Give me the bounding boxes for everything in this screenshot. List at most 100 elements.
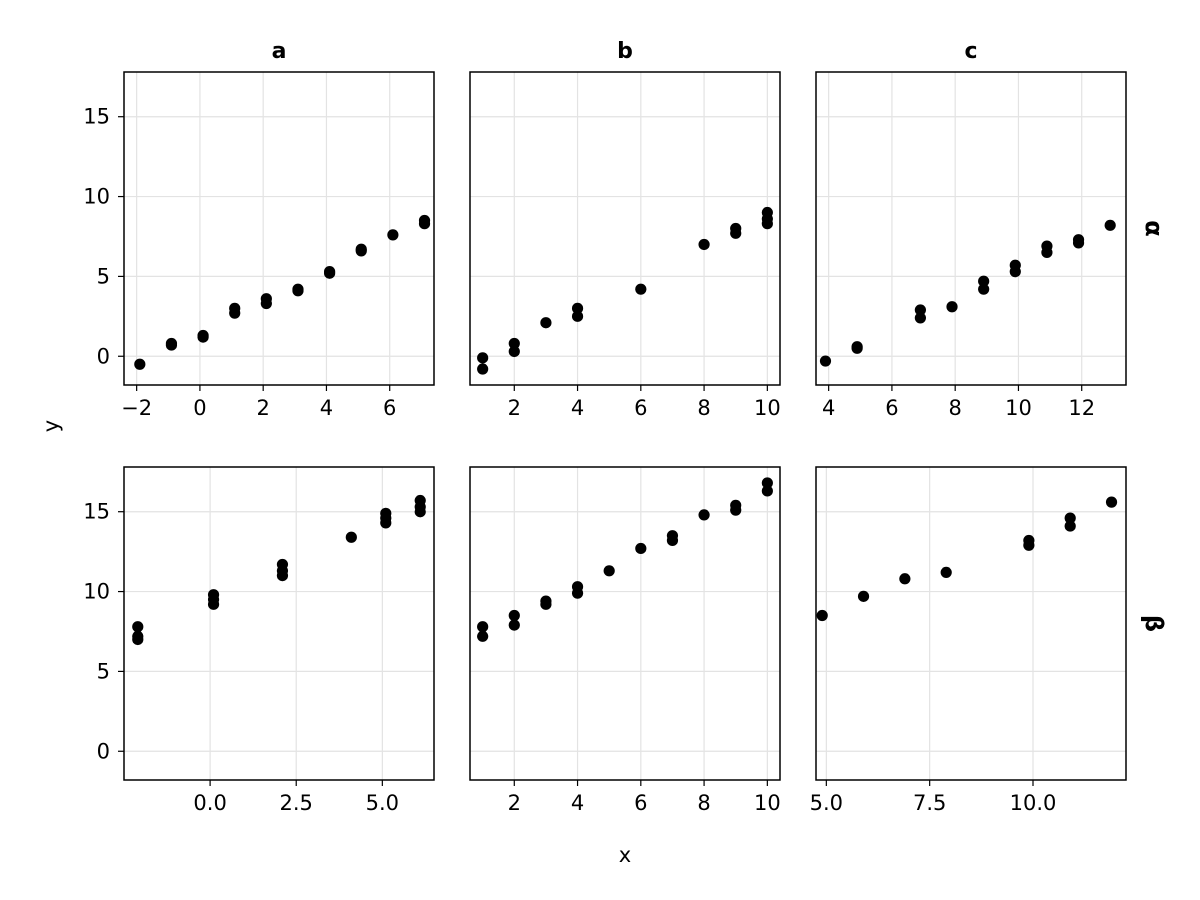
x-tick-label: 10 bbox=[754, 791, 781, 815]
y-tick-label: 15 bbox=[83, 105, 110, 129]
data-point bbox=[477, 352, 489, 364]
data-point bbox=[603, 565, 615, 577]
x-tick-label: 7.5 bbox=[913, 791, 946, 815]
data-point bbox=[761, 477, 773, 489]
data-point bbox=[165, 337, 178, 350]
x-tick-label: −2 bbox=[121, 396, 152, 420]
data-point bbox=[666, 530, 679, 542]
data-point bbox=[914, 312, 926, 324]
data-point bbox=[1105, 496, 1118, 508]
panel-frame bbox=[123, 71, 435, 386]
x-tick-label: 6 bbox=[634, 396, 647, 420]
data-point bbox=[1041, 240, 1053, 252]
data-point bbox=[508, 619, 520, 631]
data-point bbox=[1064, 512, 1076, 524]
data-point bbox=[380, 507, 392, 519]
data-point bbox=[387, 229, 399, 241]
panel-frame bbox=[815, 466, 1127, 781]
panel-b-beta: 2 4 6 8 10 bbox=[469, 466, 781, 815]
column-title-c: c bbox=[964, 39, 977, 64]
x-tick-label: 5.0 bbox=[366, 791, 399, 815]
x-tick-label: 10 bbox=[754, 396, 781, 420]
data-point bbox=[324, 266, 336, 278]
x-tick-label: 6 bbox=[885, 396, 898, 420]
x-tick-label: 2 bbox=[256, 396, 269, 420]
data-point bbox=[1009, 259, 1021, 271]
data-point bbox=[571, 310, 584, 322]
x-tick-label: 6 bbox=[383, 396, 396, 420]
data-point bbox=[414, 494, 426, 507]
data-point bbox=[134, 358, 146, 370]
data-point bbox=[940, 566, 952, 578]
y-tick-label: 5 bbox=[97, 659, 110, 683]
x-tick-label: 0.0 bbox=[193, 791, 226, 815]
data-point bbox=[345, 531, 357, 543]
panel-frame bbox=[469, 71, 781, 386]
column-title-b: b bbox=[617, 39, 633, 64]
y-axis-label: y bbox=[39, 420, 63, 432]
data-point bbox=[477, 363, 489, 375]
data-point bbox=[730, 499, 742, 511]
data-point bbox=[508, 345, 520, 358]
x-tick-label: 10 bbox=[1005, 396, 1032, 420]
x-tick-label: 8 bbox=[697, 791, 710, 815]
x-tick-label: 4 bbox=[822, 396, 835, 420]
panel-c-beta: 5.0 7.5 10.0 bbox=[810, 466, 1127, 815]
data-point bbox=[477, 630, 489, 642]
x-tick-label: 4 bbox=[571, 396, 584, 420]
data-point bbox=[635, 542, 647, 555]
data-point bbox=[851, 341, 863, 353]
data-point bbox=[761, 485, 773, 497]
panel-c-alpha: 4 6 8 10 12 bbox=[815, 71, 1127, 420]
y-tick-label: 10 bbox=[83, 580, 110, 604]
row-label-alpha: α bbox=[1140, 220, 1168, 237]
panel-a-beta: 0.0 2.5 5.0 0 5 10 15 bbox=[83, 466, 435, 815]
data-point bbox=[132, 621, 144, 633]
x-tick-label: 4 bbox=[571, 791, 584, 815]
data-point bbox=[698, 509, 710, 521]
data-point bbox=[508, 609, 520, 622]
data-point bbox=[229, 302, 241, 314]
data-point bbox=[418, 214, 431, 227]
data-point bbox=[508, 337, 520, 350]
data-point bbox=[477, 621, 489, 633]
x-tick-label: 8 bbox=[697, 396, 710, 420]
x-tick-label: 4 bbox=[320, 396, 333, 420]
row-label-beta: β bbox=[1140, 615, 1168, 632]
panel-frame bbox=[469, 466, 781, 781]
y-tick-label: 15 bbox=[83, 500, 110, 524]
data-point bbox=[571, 302, 584, 314]
x-tick-label: 12 bbox=[1068, 396, 1095, 420]
data-point bbox=[730, 222, 742, 235]
data-point bbox=[946, 301, 958, 313]
data-point bbox=[698, 238, 710, 251]
data-point bbox=[819, 355, 832, 367]
x-tick-label: 2 bbox=[508, 396, 521, 420]
y-tick-label: 0 bbox=[97, 344, 110, 368]
x-tick-label: 10.0 bbox=[1010, 791, 1057, 815]
data-point bbox=[540, 317, 552, 329]
y-tick-label: 5 bbox=[97, 264, 110, 288]
panel-b-alpha: 2 4 6 8 10 bbox=[469, 71, 781, 420]
data-point bbox=[260, 293, 272, 305]
data-point bbox=[540, 595, 552, 607]
column-title-a: a bbox=[272, 39, 287, 64]
data-point bbox=[857, 590, 870, 602]
labels-layer: x y bbox=[39, 420, 631, 867]
x-tick-label: 0 bbox=[193, 396, 206, 420]
y-tick-label: 10 bbox=[83, 185, 110, 209]
data-point bbox=[207, 589, 220, 601]
data-point bbox=[1064, 520, 1076, 532]
panel-a-alpha: −2 0 2 4 6 0 5 10 15 bbox=[83, 71, 435, 420]
x-tick-label: 2.5 bbox=[280, 791, 313, 815]
panel-frame bbox=[123, 466, 435, 781]
data-point bbox=[761, 206, 773, 219]
data-point bbox=[978, 283, 990, 295]
y-tick-label: 0 bbox=[97, 739, 110, 763]
x-tick-label: 2 bbox=[508, 791, 521, 815]
data-point bbox=[914, 304, 926, 316]
panel-frame bbox=[815, 71, 1127, 386]
data-point bbox=[276, 558, 289, 571]
